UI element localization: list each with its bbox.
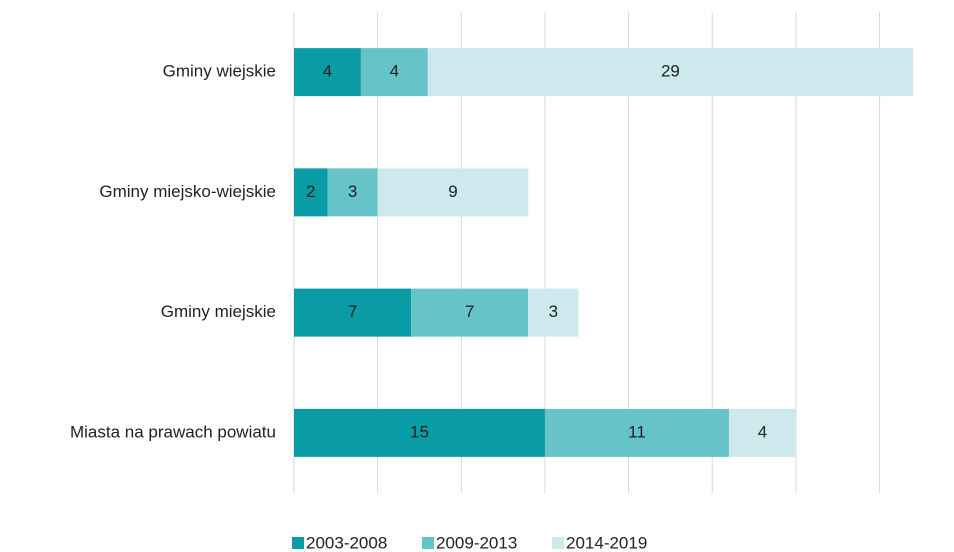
legend-swatch: [552, 537, 564, 549]
data-label: 4: [390, 62, 399, 81]
legend-swatch: [422, 537, 434, 549]
data-label: 7: [348, 302, 357, 321]
bar-segment: [411, 288, 529, 337]
legend-swatch: [292, 537, 304, 549]
bar-segment: [360, 48, 428, 97]
data-label: 4: [758, 422, 767, 441]
data-label: 4: [323, 62, 332, 81]
y-tick-label: Gminy wiejskie: [163, 62, 276, 81]
y-tick-label: Gminy miejsko-wiejskie: [99, 182, 276, 201]
legend-label: 2014-2019: [566, 533, 647, 552]
bar-segment: [544, 408, 729, 457]
data-label: 3: [348, 182, 357, 201]
y-tick-label: Gminy miejskie: [161, 302, 276, 321]
bar-segment: [294, 48, 361, 97]
data-label: 3: [549, 302, 558, 321]
y-tick-label: Miasta na prawach powiatu: [70, 422, 276, 441]
data-label: 15: [410, 422, 429, 441]
data-label: 29: [661, 62, 680, 81]
legend-label: 2009-2013: [436, 533, 517, 552]
bar-segment: [294, 288, 412, 337]
bar-segment: [528, 288, 579, 337]
bar-segment: [294, 408, 545, 457]
data-label: 11: [628, 422, 646, 441]
bar-segment: [427, 48, 913, 97]
legend-label: 2003-2008: [306, 533, 387, 552]
data-label: 9: [448, 182, 457, 201]
bar-segment: [728, 408, 796, 457]
bar-segment: [327, 168, 378, 217]
data-label: 7: [465, 302, 474, 321]
data-label: 2: [306, 182, 315, 201]
bar-segment: [294, 168, 328, 217]
bar-segment: [377, 168, 529, 217]
